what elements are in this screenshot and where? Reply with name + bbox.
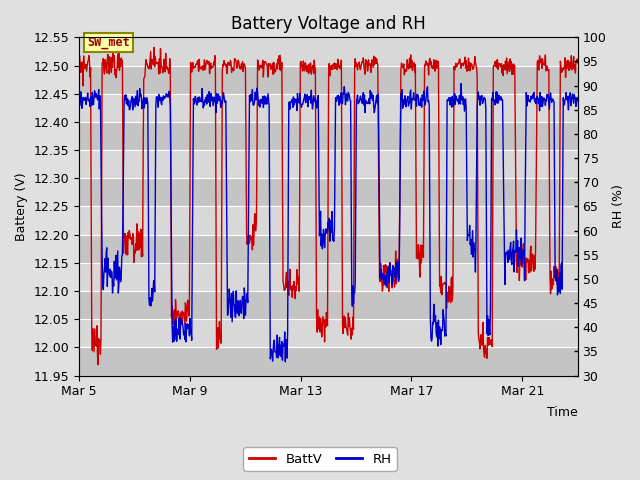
Title: Battery Voltage and RH: Battery Voltage and RH [231,15,426,33]
Bar [79,122,578,150]
Bar [79,178,578,206]
Bar [79,37,578,65]
Bar [79,263,578,291]
Text: SW_met: SW_met [87,36,130,49]
Bar [79,206,578,235]
Y-axis label: Battery (V): Battery (V) [15,172,28,241]
Bar [79,319,578,348]
Bar [79,348,578,375]
Y-axis label: RH (%): RH (%) [612,184,625,228]
Bar [79,94,578,122]
Text: Time: Time [547,406,578,419]
Bar [79,150,578,178]
Legend: BattV, RH: BattV, RH [243,447,397,471]
Bar [79,235,578,263]
Bar [79,291,578,319]
Bar [79,65,578,94]
